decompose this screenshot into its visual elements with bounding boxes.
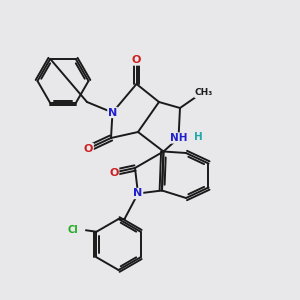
- Text: NH: NH: [170, 133, 187, 143]
- Text: O: O: [84, 143, 93, 154]
- Text: H: H: [194, 131, 202, 142]
- Text: O: O: [109, 167, 119, 178]
- Text: N: N: [134, 188, 142, 199]
- Text: CH₃: CH₃: [195, 88, 213, 98]
- Text: O: O: [132, 55, 141, 65]
- Text: N: N: [108, 107, 117, 118]
- Text: Cl: Cl: [67, 225, 78, 235]
